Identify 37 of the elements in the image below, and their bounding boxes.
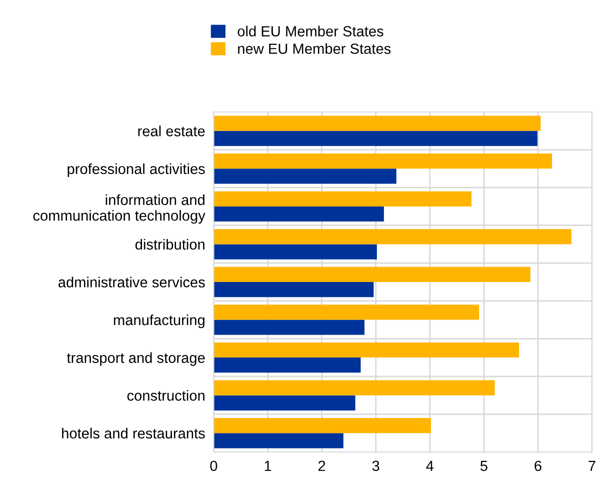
bar bbox=[214, 116, 541, 131]
bar bbox=[214, 266, 530, 282]
y-tick-label: administrative services bbox=[58, 276, 205, 288]
bar bbox=[214, 154, 552, 169]
y-tick-label: transport and storage bbox=[66, 352, 205, 366]
bar bbox=[214, 320, 364, 335]
bar bbox=[214, 380, 495, 396]
x-tick-label: 1 bbox=[264, 460, 272, 471]
bar bbox=[214, 206, 384, 222]
bar bbox=[214, 191, 472, 206]
bar bbox=[214, 244, 377, 260]
bar bbox=[214, 418, 431, 434]
y-tick-label: manufacturing bbox=[114, 314, 204, 328]
y-tick-label: information and communication technology bbox=[33, 194, 206, 224]
x-tick-label: 6 bbox=[534, 460, 542, 472]
x-tick-label: 3 bbox=[372, 460, 380, 472]
bar bbox=[214, 304, 480, 320]
y-tick-label: distribution bbox=[135, 238, 204, 250]
x-tick-label: 0 bbox=[210, 460, 218, 472]
x-tick-label: 5 bbox=[480, 460, 488, 472]
legend-label: old EU Member States bbox=[238, 26, 384, 36]
bar bbox=[214, 395, 356, 410]
legend-label: new EU Member States bbox=[238, 43, 391, 54]
bar bbox=[214, 282, 374, 298]
x-tick-label: 4 bbox=[426, 460, 434, 471]
y-tick-label: real estate bbox=[138, 126, 205, 136]
bar bbox=[214, 342, 520, 358]
x-tick-label: 7 bbox=[588, 460, 596, 471]
bar bbox=[214, 130, 538, 146]
bar bbox=[214, 433, 344, 448]
bar bbox=[214, 358, 361, 373]
y-tick-label: professional activities bbox=[68, 163, 205, 177]
bar bbox=[214, 229, 572, 244]
x-tick-label: 2 bbox=[318, 460, 326, 471]
y-tick-label: construction bbox=[127, 390, 204, 401]
y-tick-label: hotels and restaurants bbox=[62, 428, 205, 439]
bar bbox=[214, 168, 396, 184]
